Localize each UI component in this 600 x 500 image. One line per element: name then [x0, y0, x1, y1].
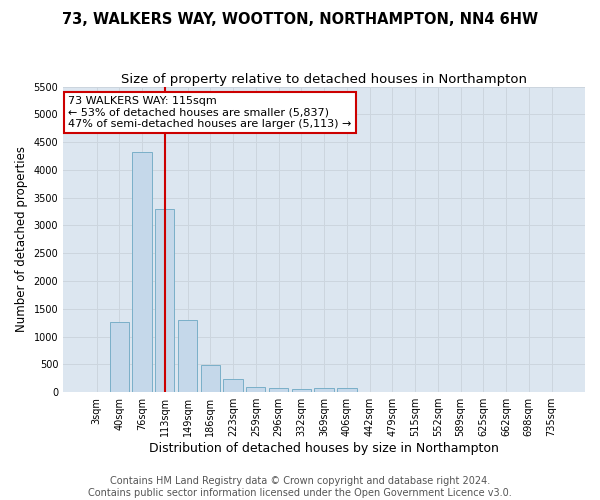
Text: Contains HM Land Registry data © Crown copyright and database right 2024.
Contai: Contains HM Land Registry data © Crown c… — [88, 476, 512, 498]
Bar — [155, 210, 175, 392]
Bar — [178, 320, 197, 392]
Bar — [314, 388, 334, 392]
Bar — [246, 386, 265, 392]
Bar — [133, 152, 152, 392]
Y-axis label: Number of detached properties: Number of detached properties — [15, 146, 28, 332]
Bar — [110, 322, 129, 392]
Bar — [223, 380, 243, 392]
Bar — [269, 388, 288, 392]
X-axis label: Distribution of detached houses by size in Northampton: Distribution of detached houses by size … — [149, 442, 499, 455]
Text: 73 WALKERS WAY: 115sqm
← 53% of detached houses are smaller (5,837)
47% of semi-: 73 WALKERS WAY: 115sqm ← 53% of detached… — [68, 96, 352, 129]
Bar — [337, 388, 356, 392]
Bar — [200, 366, 220, 392]
Text: 73, WALKERS WAY, WOOTTON, NORTHAMPTON, NN4 6HW: 73, WALKERS WAY, WOOTTON, NORTHAMPTON, N… — [62, 12, 538, 28]
Bar — [292, 389, 311, 392]
Title: Size of property relative to detached houses in Northampton: Size of property relative to detached ho… — [121, 72, 527, 86]
